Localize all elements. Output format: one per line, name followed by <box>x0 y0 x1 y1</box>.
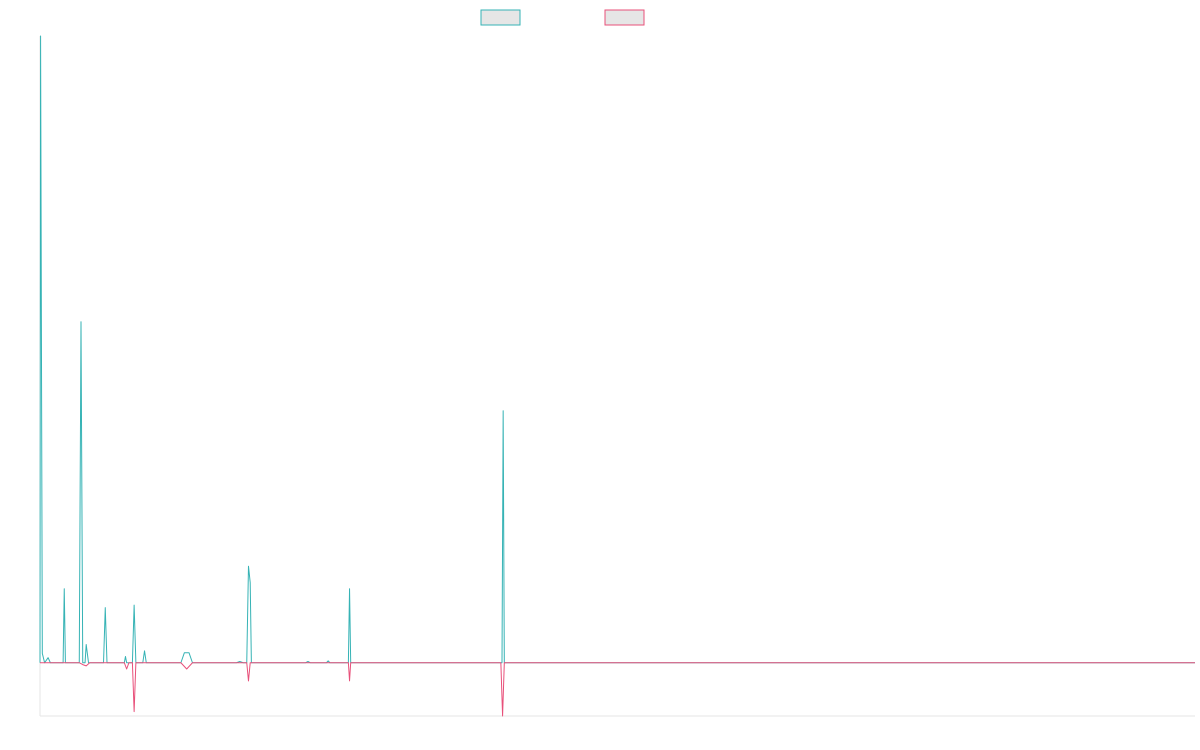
series-line-1 <box>39 35 1195 664</box>
legend <box>480 9 645 26</box>
series-layer <box>39 35 1195 717</box>
legend-swatch-2 <box>604 9 645 26</box>
series-line-2 <box>40 662 1195 717</box>
axes <box>39 36 1195 717</box>
legend-swatch-1 <box>480 9 521 26</box>
